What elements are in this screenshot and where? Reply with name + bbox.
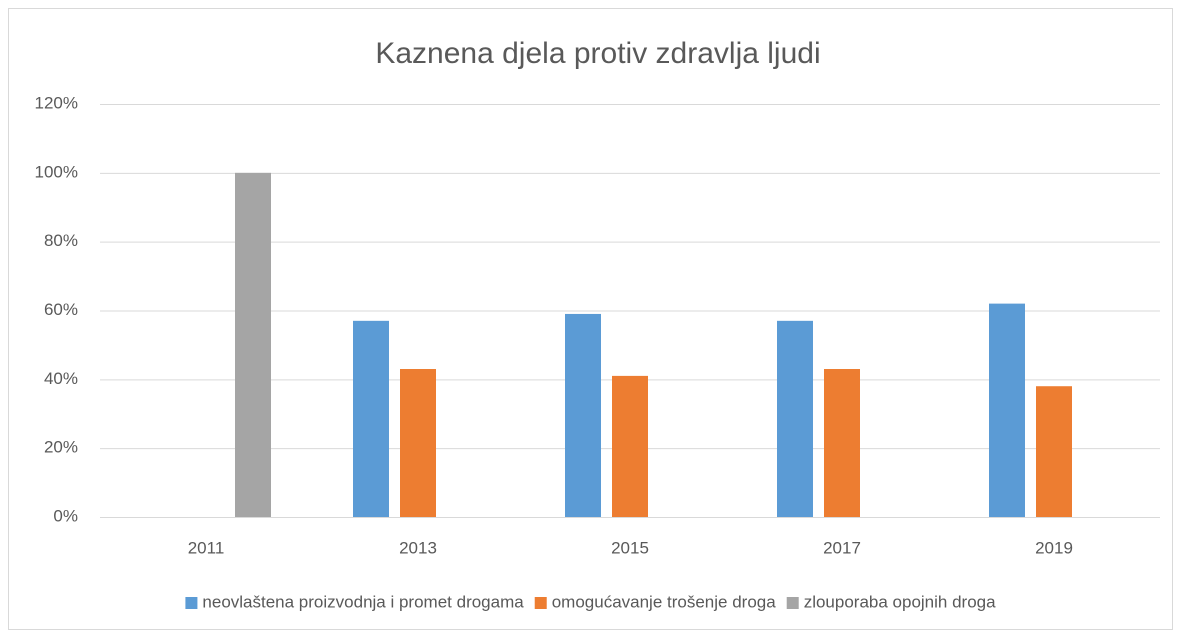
bar [235, 172, 271, 518]
x-tick-label: 2013 [399, 538, 437, 557]
y-tick-label: 120% [35, 93, 78, 112]
legend-label: zlouporaba opojnih droga [804, 592, 996, 611]
legend-label: omogućavanje trošenje droga [552, 592, 777, 611]
bar [353, 320, 389, 517]
y-tick-label: 100% [35, 162, 78, 181]
bar [612, 375, 648, 517]
x-tick-label: 2019 [1035, 538, 1073, 557]
x-tick-label: 2011 [188, 538, 225, 557]
chart-title: Kaznena djela protiv zdravlja ljudi [375, 37, 820, 70]
bar [400, 369, 436, 517]
bar [1036, 386, 1072, 517]
legend-swatch [786, 597, 799, 609]
bar [777, 320, 813, 517]
legend-label: neovlaštena proizvodnja i promet drogama [202, 592, 524, 611]
x-tick-label: 2015 [611, 538, 649, 557]
bar [565, 313, 601, 517]
y-tick-label: 40% [44, 369, 78, 388]
legend-swatch [185, 597, 198, 609]
x-tick-label: 2017 [823, 538, 861, 557]
y-tick-label: 0% [53, 506, 78, 525]
y-tick-label: 80% [44, 231, 78, 250]
legend-swatch [534, 597, 547, 609]
y-tick-label: 60% [44, 300, 78, 319]
y-tick-label: 20% [44, 438, 78, 457]
bar [824, 369, 860, 517]
bar [989, 303, 1025, 517]
